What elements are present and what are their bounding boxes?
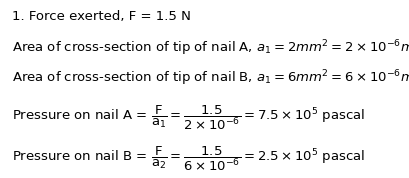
Text: Pressure on nail A = $\dfrac{\mathrm{F}}{\mathrm{a}_1} = \dfrac{1.5}{2\times10^{: Pressure on nail A = $\dfrac{\mathrm{F}}… <box>12 103 365 132</box>
Text: Area of cross-section of tip of nail B, $a_1 = 6\mathit{mm}^2 = 6\times10^{-6}\m: Area of cross-section of tip of nail B, … <box>12 69 409 88</box>
Text: 1. Force exerted, F = 1.5 N: 1. Force exerted, F = 1.5 N <box>12 9 191 23</box>
Text: Area of cross-section of tip of nail A, $a_1 = 2\mathit{mm}^2 = 2\times10^{-6}\m: Area of cross-section of tip of nail A, … <box>12 38 409 58</box>
Text: Pressure on nail B = $\dfrac{\mathrm{F}}{\mathrm{a}_2} = \dfrac{1.5}{6\times10^{: Pressure on nail B = $\dfrac{\mathrm{F}}… <box>12 144 365 173</box>
